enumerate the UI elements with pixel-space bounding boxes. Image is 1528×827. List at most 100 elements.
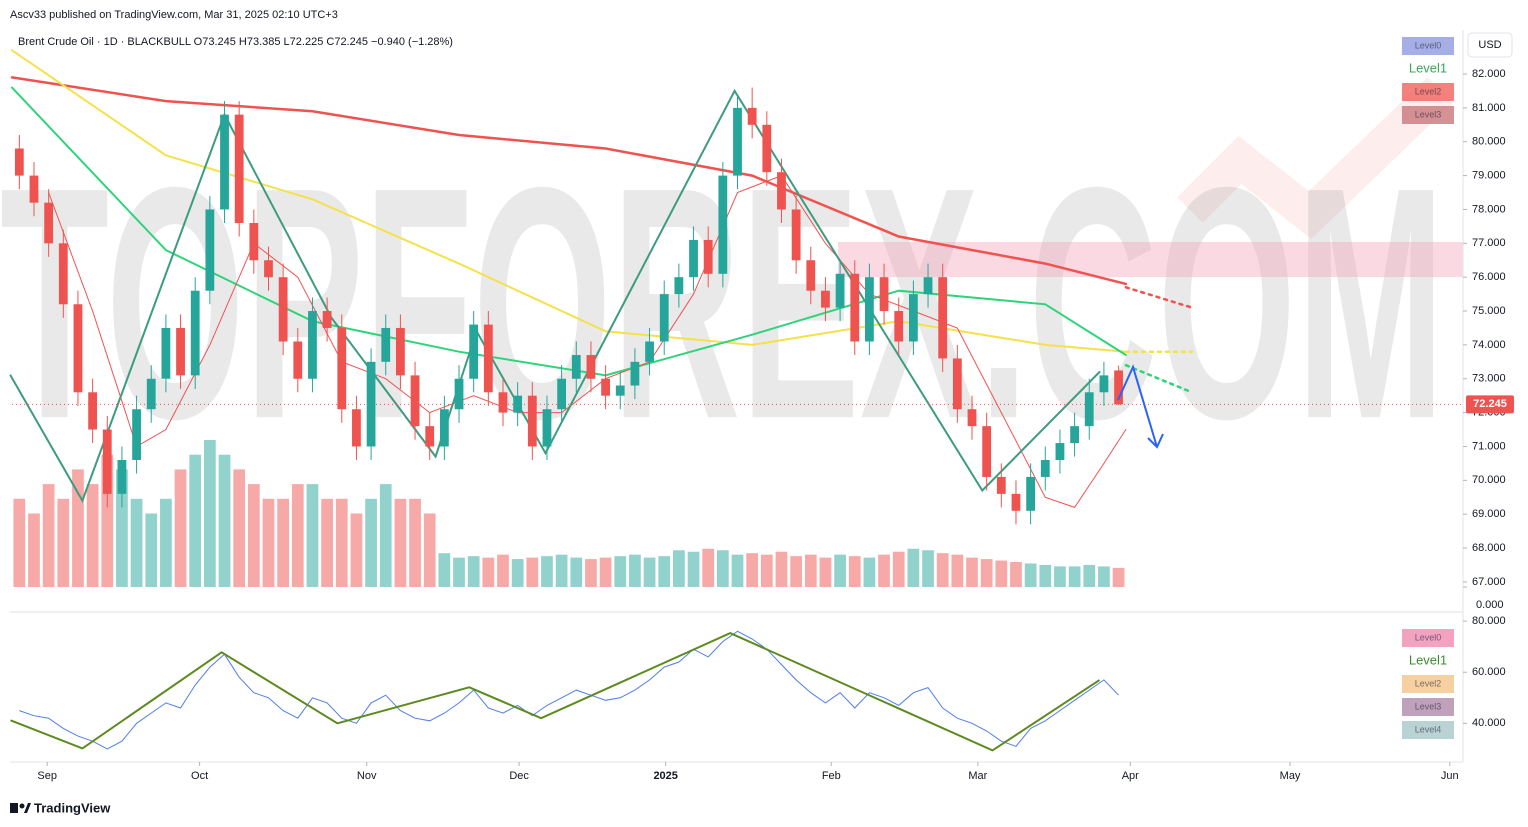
candle-body bbox=[1011, 493, 1021, 511]
candle-body bbox=[630, 361, 640, 386]
candle-body bbox=[190, 290, 200, 376]
candle-body bbox=[982, 426, 992, 477]
x-tick-label: Dec bbox=[509, 770, 529, 782]
legend-box bbox=[1402, 629, 1454, 647]
candle-body bbox=[850, 273, 860, 342]
legend-label: Level2 bbox=[1415, 86, 1442, 96]
candle-body bbox=[762, 124, 772, 173]
volume-bar bbox=[482, 557, 495, 587]
volume-bar bbox=[291, 484, 304, 587]
candle-body bbox=[733, 107, 742, 176]
volume-bar bbox=[233, 469, 246, 587]
volume-bar bbox=[409, 498, 421, 587]
volume-tick-label: 0.000 bbox=[1476, 599, 1504, 611]
volume-bar bbox=[13, 498, 26, 587]
candle-body bbox=[527, 395, 537, 447]
candle-body bbox=[102, 429, 112, 494]
candle-body bbox=[513, 395, 523, 413]
candle-body bbox=[879, 277, 889, 312]
watermark-logo bbox=[1177, 77, 1453, 239]
candle-body bbox=[1070, 426, 1079, 444]
volume-bar bbox=[819, 557, 832, 587]
candle-body bbox=[278, 277, 288, 342]
candle-body bbox=[132, 409, 141, 461]
candle-body bbox=[29, 175, 39, 203]
volume-bar bbox=[438, 553, 451, 587]
y-tick-label: 75.000 bbox=[1472, 305, 1506, 317]
volume-bar bbox=[643, 557, 656, 587]
volume-bar bbox=[174, 469, 187, 587]
volume-bar bbox=[1098, 566, 1110, 587]
publish-header: Ascv33 published on TradingView.com, Mar… bbox=[10, 9, 338, 21]
volume-bar bbox=[863, 557, 876, 587]
logo-part bbox=[24, 803, 31, 813]
legend-box bbox=[1402, 698, 1454, 716]
last-price-box bbox=[1466, 395, 1514, 414]
candle-body bbox=[205, 209, 215, 291]
volume-bar bbox=[570, 557, 583, 587]
volume-bar bbox=[379, 484, 392, 587]
candle-body bbox=[249, 222, 259, 261]
candle-body bbox=[938, 277, 948, 359]
candle-body bbox=[571, 355, 581, 379]
candle-body bbox=[908, 294, 918, 342]
legend-label: Level1 bbox=[1409, 652, 1447, 667]
volume-bar bbox=[511, 559, 524, 587]
candle-body bbox=[601, 378, 610, 396]
volume-bar bbox=[629, 554, 641, 587]
arrow-path bbox=[1117, 364, 1158, 448]
x-tick-label: Feb bbox=[822, 770, 841, 782]
volume-bar bbox=[541, 556, 553, 587]
candle-body bbox=[586, 355, 596, 379]
y-tick-label: 77.000 bbox=[1472, 237, 1506, 249]
candle-body bbox=[1055, 443, 1065, 461]
volume-bar bbox=[42, 484, 55, 587]
candle-body bbox=[952, 358, 962, 410]
candle-body bbox=[381, 327, 391, 362]
legend-label: Level1 bbox=[1409, 60, 1447, 75]
volume-bar bbox=[365, 498, 377, 587]
y-tick-label: 71.000 bbox=[1472, 440, 1506, 452]
arrow-head bbox=[1147, 433, 1164, 449]
currency-button[interactable] bbox=[1467, 32, 1513, 58]
x-tick-label: Apr bbox=[1122, 770, 1139, 782]
candle-body bbox=[777, 172, 786, 210]
candle-body bbox=[703, 239, 713, 274]
candle-body bbox=[396, 327, 405, 376]
legend-label: Level2 bbox=[1415, 678, 1442, 688]
candle-body bbox=[718, 175, 728, 274]
legend-box bbox=[1402, 60, 1454, 78]
candle-body bbox=[14, 148, 24, 176]
candle-body bbox=[967, 409, 977, 427]
candle-body bbox=[674, 277, 684, 295]
candle-body bbox=[1040, 460, 1050, 477]
volume-bar bbox=[1010, 562, 1022, 587]
volume-bar bbox=[716, 550, 729, 587]
candle-body bbox=[791, 209, 801, 261]
candle-body bbox=[44, 202, 54, 244]
volume-bar bbox=[848, 556, 861, 587]
volume-bar bbox=[555, 554, 568, 587]
legend-label: Level3 bbox=[1415, 109, 1442, 119]
legend-box bbox=[1402, 106, 1454, 124]
last-price-label: 72.245 bbox=[1473, 398, 1507, 410]
volume-bar bbox=[350, 513, 363, 587]
candle-body bbox=[689, 239, 698, 278]
candle-body bbox=[161, 327, 171, 379]
candle-body bbox=[264, 260, 273, 278]
volume-bar bbox=[966, 557, 978, 587]
osc-tick-label: 60.000 bbox=[1472, 666, 1506, 678]
x-tick-label: May bbox=[1280, 770, 1301, 782]
y-tick-label: 73.000 bbox=[1472, 373, 1506, 385]
volume-bar bbox=[57, 498, 70, 587]
volume-bar bbox=[467, 556, 480, 587]
oscillator-zigzag bbox=[10, 632, 1101, 752]
y-tick-label: 78.000 bbox=[1472, 203, 1506, 215]
currency-label[interactable]: USD bbox=[1478, 39, 1501, 51]
y-tick-label: 74.000 bbox=[1472, 339, 1506, 351]
volume-bar bbox=[306, 484, 319, 587]
volume-bar bbox=[247, 484, 260, 587]
legend-label: Level0 bbox=[1415, 40, 1442, 50]
candle-body bbox=[439, 409, 449, 447]
